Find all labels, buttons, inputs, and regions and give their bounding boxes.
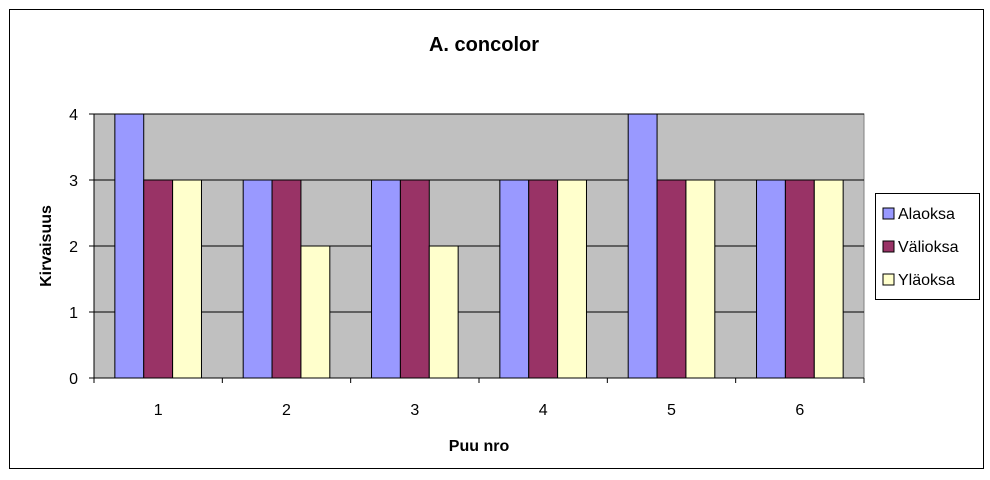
bar-alaoksa-2 <box>242 179 273 379</box>
y-axis-label: Kirvaisuus <box>38 205 55 287</box>
bar-alaoksa-4 <box>499 179 530 379</box>
legend-label: Alaoksa <box>898 206 955 223</box>
x-tick-label: 5 <box>667 402 676 419</box>
bar-alaoksa-1 <box>114 113 145 379</box>
legend-swatch <box>882 240 895 253</box>
bar-yl-oksa-4 <box>557 179 587 379</box>
x-tick-label: 6 <box>795 402 804 419</box>
legend-swatch <box>882 273 895 286</box>
x-tick-label: 1 <box>154 402 163 419</box>
bar-v-lioksa-2 <box>271 179 302 379</box>
bar-yl-oksa-1 <box>172 179 202 379</box>
chart-title: A. concolor <box>429 34 539 56</box>
legend-label: Yläoksa <box>898 272 955 289</box>
bar-yl-oksa-6 <box>813 179 844 379</box>
x-axis-label: Puu nro <box>449 438 510 455</box>
legend-label: Välioksa <box>898 239 959 256</box>
x-tick-label: 4 <box>539 402 548 419</box>
gridlines <box>94 113 864 313</box>
legend-items: Alaoksa Välioksa Yläoksa <box>882 206 959 289</box>
bar-v-lioksa-3 <box>399 179 430 379</box>
bar-alaoksa-3 <box>371 179 401 379</box>
bars <box>114 113 844 379</box>
y-tick-label: 4 <box>69 107 78 124</box>
legend: Alaoksa Välioksa Yläoksa <box>875 193 980 300</box>
bar-alaoksa-5 <box>627 113 658 379</box>
bar-v-lioksa-4 <box>528 179 559 379</box>
bar-v-lioksa-1 <box>143 179 174 379</box>
bar-yl-oksa-2 <box>300 245 331 379</box>
bar-v-lioksa-6 <box>784 179 815 379</box>
y-tick-label: 3 <box>69 173 78 190</box>
y-tick-label: 1 <box>69 305 78 322</box>
x-tick-label: 3 <box>410 402 419 419</box>
bar-yl-oksa-3 <box>428 245 459 379</box>
bar-yl-oksa-5 <box>685 179 716 379</box>
y-axis-ticks: 0 1 2 3 4 <box>69 107 94 388</box>
bar-v-lioksa-5 <box>656 179 687 379</box>
y-tick-label: 0 <box>69 371 78 388</box>
legend-swatch <box>882 207 895 220</box>
bar-alaoksa-6 <box>756 179 786 379</box>
y-tick-label: 2 <box>69 239 78 256</box>
x-axis-ticks: 1 2 3 4 5 6 <box>93 378 865 419</box>
x-tick-label: 2 <box>282 402 291 419</box>
